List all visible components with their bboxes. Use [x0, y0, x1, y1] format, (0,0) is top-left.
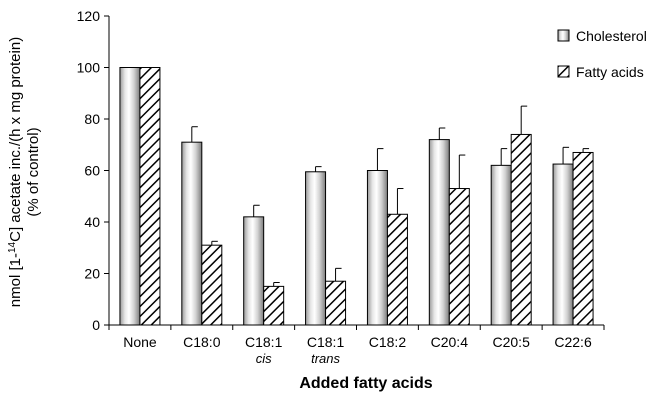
- x-tick-label: C18:1: [307, 334, 345, 350]
- x-tick-sublabel: trans: [311, 351, 340, 366]
- bar-cholesterol-7: [552, 163, 574, 326]
- y-tick-label: 100: [77, 60, 101, 76]
- y-tick-label: 20: [84, 266, 100, 282]
- x-tick-label: C18:0: [183, 334, 221, 350]
- legend-swatch-fatty-acids: [557, 65, 570, 78]
- bar-fatty-acids-7: [572, 151, 594, 326]
- bar-cholesterol-3: [305, 171, 327, 326]
- legend-label-cholesterol: Cholesterol: [576, 28, 647, 44]
- bar-fatty-acids-6: [510, 133, 532, 326]
- bar-fatty-acids-0: [139, 67, 161, 326]
- bar-fatty-acids-3: [325, 280, 347, 326]
- legend-swatch-cholesterol: [557, 29, 570, 42]
- bar-fatty-acids-5: [448, 188, 470, 326]
- error-bars: [191, 105, 590, 287]
- bar-cholesterol-5: [428, 139, 450, 326]
- bar-cholesterol-6: [490, 164, 512, 326]
- bar-cholesterol-2: [243, 216, 265, 326]
- x-tick-label: None: [123, 334, 157, 350]
- x-tick-label: C18:2: [369, 334, 407, 350]
- bar-cholesterol-1: [181, 141, 203, 326]
- bars: [119, 67, 594, 326]
- x-tick-label: C20:4: [431, 334, 469, 350]
- x-tick-label: C18:1: [245, 334, 283, 350]
- legend: Cholesterol Fatty acids: [557, 28, 647, 80]
- legend-label-fatty-acids: Fatty acids: [576, 64, 644, 80]
- y-tick-label: 40: [84, 214, 100, 230]
- x-tick-label: C20:5: [493, 334, 531, 350]
- x-axis-title: Added fatty acids: [299, 375, 432, 392]
- bar-cholesterol-4: [366, 170, 388, 326]
- bar-fatty-acids-1: [201, 244, 223, 326]
- bar-cholesterol-0: [119, 67, 141, 326]
- y-axis-title: nmol [1-14C] acetate inc./(h x mg protei…: [7, 37, 25, 307]
- y-tick-label: 0: [92, 317, 100, 333]
- y-axis-title-sup: 14: [7, 241, 18, 253]
- y-tick-label: 80: [84, 111, 100, 127]
- bar-fatty-acids-2: [263, 285, 285, 326]
- y-axis-subtitle: (% of control): [25, 127, 42, 216]
- y-tick-labels: 0 20 40 60 80 100 120: [77, 8, 101, 333]
- bar-fatty-acids-4: [386, 213, 408, 326]
- y-tick-label: 60: [84, 163, 100, 179]
- x-tick-label: C22:6: [554, 334, 592, 350]
- x-tick-sublabel: cis: [256, 351, 272, 366]
- y-axis-title-pre: nmol [1-: [7, 253, 24, 307]
- y-tick-label: 120: [77, 8, 101, 24]
- y-axis-title-post: C] acetate inc./(h x mg protein): [7, 37, 24, 242]
